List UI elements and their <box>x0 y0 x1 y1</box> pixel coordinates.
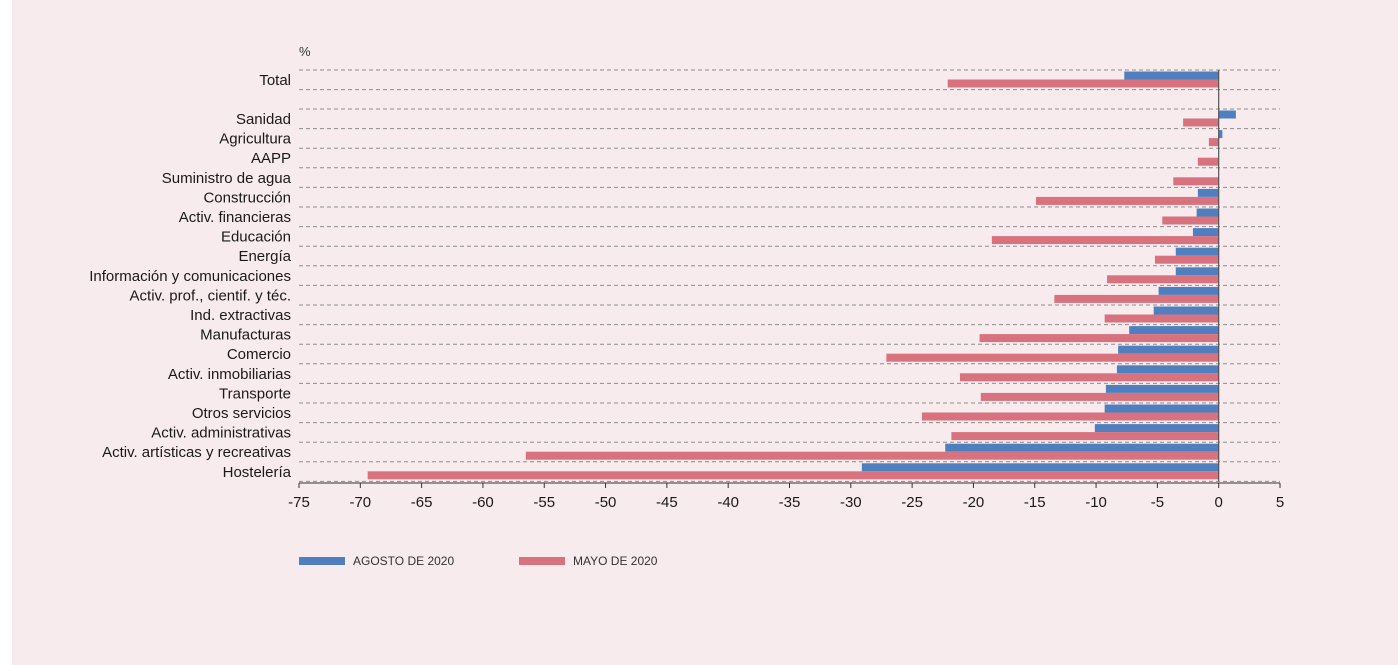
legend-swatch-mayo <box>519 557 565 565</box>
bar-mayo <box>525 451 1219 460</box>
x-tick-label: 5 <box>1276 494 1284 511</box>
category-label: Educación <box>221 229 291 246</box>
bar-agosto <box>1129 326 1219 335</box>
category-label: Manufacturas <box>200 327 291 344</box>
bar-agosto <box>1124 71 1219 80</box>
unit-label: % <box>299 44 311 59</box>
bars <box>367 71 1236 480</box>
bar-mayo <box>979 334 1219 343</box>
bar-mayo <box>367 471 1219 480</box>
bar-agosto <box>1218 130 1223 139</box>
bar-agosto <box>1094 424 1219 433</box>
category-label: Otros servicios <box>192 405 291 422</box>
x-tick-labels: -75 -70 -65 -60 -55 -50 -45 -40 -35 -30 -25 -20 -15-… <box>288 494 1284 511</box>
category-label: Activ. artísticas y recreativas <box>102 444 291 461</box>
bar-agosto <box>1218 110 1236 119</box>
category-label: Activ. prof., cientif. y téc. <box>130 287 291 304</box>
bar-mayo <box>1197 157 1219 166</box>
bar-mayo <box>1173 177 1219 186</box>
legend-label-mayo: MAYO DE 2020 <box>573 554 658 568</box>
x-tick-label: -75 <box>288 494 310 511</box>
legend-swatch-agosto <box>299 557 345 565</box>
bar-mayo <box>1208 138 1219 147</box>
bar-agosto <box>1118 345 1219 354</box>
bar-agosto <box>1175 247 1219 256</box>
bar-mayo <box>1162 216 1219 225</box>
x-tick-label: 0 <box>1215 494 1223 511</box>
category-label: Energía <box>238 248 291 265</box>
category-label: Suministro de agua <box>162 170 292 187</box>
bar-agosto <box>861 463 1219 472</box>
grid-lines <box>299 69 1280 482</box>
bar-agosto <box>1116 365 1219 374</box>
bar-mayo <box>921 412 1219 421</box>
x-tick-label: -15 <box>1024 494 1046 511</box>
bar-agosto <box>945 443 1219 452</box>
bar-agosto <box>1104 404 1219 413</box>
x-tick-label: -25 <box>901 494 923 511</box>
bar-agosto <box>1197 188 1219 197</box>
bar-agosto <box>1153 306 1219 315</box>
category-label: Transporte <box>219 385 291 402</box>
bar-agosto <box>1196 208 1219 217</box>
category-label: Activ. financieras <box>179 209 291 226</box>
category-labels: Total Sanidad Agricultura AAPP Suministro de… <box>89 72 291 481</box>
bar-mayo <box>886 353 1219 362</box>
x-tick-label: -70 <box>349 494 371 511</box>
x-tick-label: -65 <box>411 494 433 511</box>
x-tick-label: -20 <box>963 494 985 511</box>
x-tick-label: -35 <box>779 494 801 511</box>
bar-mayo <box>959 373 1219 382</box>
bar-mayo <box>1154 255 1219 264</box>
category-label: Ind. extractivas <box>190 307 291 324</box>
category-label: Agricultura <box>219 131 291 148</box>
bar-mayo <box>947 79 1219 88</box>
category-label: Construcción <box>203 189 291 206</box>
x-tick-label: -10 <box>1085 494 1107 511</box>
category-label: Activ. administrativas <box>151 425 291 442</box>
x-tick-label: -45 <box>656 494 678 511</box>
bar-chart: % Total Sanidad Agricultura AAPP Suministro … <box>89 44 1284 568</box>
legend: AGOSTO DE 2020 MAYO DE 2020 <box>299 554 658 568</box>
category-label: Comercio <box>227 346 291 363</box>
x-tick-label: -40 <box>717 494 739 511</box>
category-label: Total <box>259 72 291 89</box>
bar-agosto <box>1158 286 1219 295</box>
category-label: Hostelería <box>223 464 292 481</box>
bar-mayo <box>980 392 1219 401</box>
category-label: Sanidad <box>236 111 291 128</box>
bar-mayo <box>1035 196 1219 205</box>
legend-label-agosto: AGOSTO DE 2020 <box>353 554 454 568</box>
x-tick-label: -5 <box>1151 494 1164 511</box>
bar-agosto <box>1175 267 1219 276</box>
x-tick-label: -50 <box>595 494 617 511</box>
axes <box>298 70 1281 488</box>
bar-mayo <box>1104 314 1219 323</box>
bar-mayo <box>1107 275 1219 284</box>
x-tick-label: -55 <box>533 494 555 511</box>
bar-agosto <box>1192 228 1219 237</box>
bar-agosto <box>1105 384 1219 393</box>
x-tick-label: -60 <box>472 494 494 511</box>
category-label: Información y comunicaciones <box>89 268 291 285</box>
x-tick-label: -30 <box>840 494 862 511</box>
category-label: Activ. inmobiliarias <box>168 366 291 383</box>
bar-mayo <box>1054 294 1219 303</box>
bar-mayo <box>951 432 1219 441</box>
bar-mayo <box>991 236 1219 245</box>
chart-panel: % Total Sanidad Agricultura AAPP Suministro … <box>12 0 1398 665</box>
bar-mayo <box>1183 118 1219 127</box>
category-label: AAPP <box>251 150 291 167</box>
